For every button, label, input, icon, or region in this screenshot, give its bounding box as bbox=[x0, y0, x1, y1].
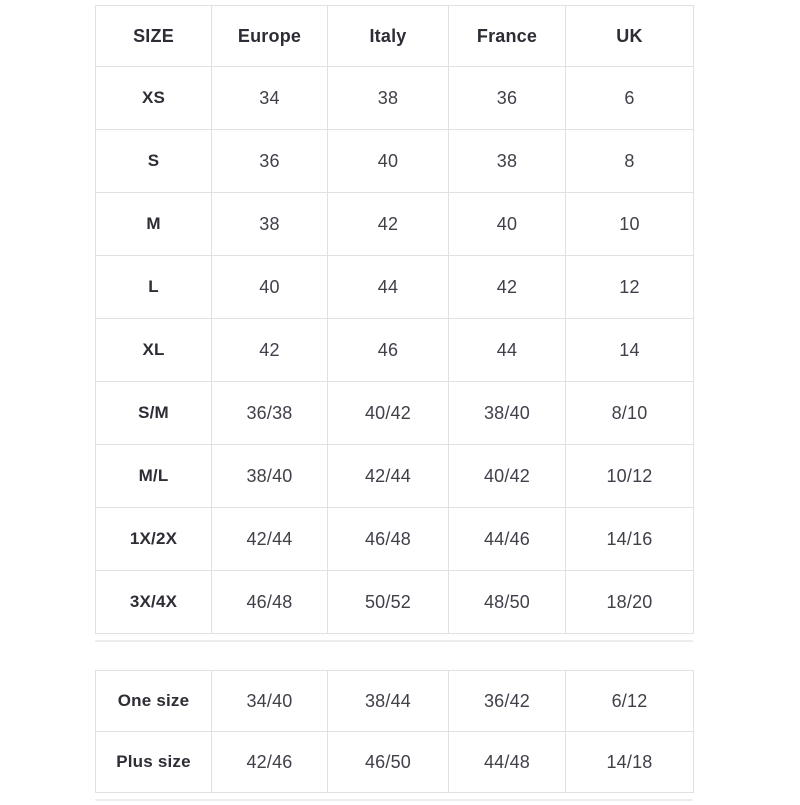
size-cell: 38 bbox=[448, 129, 566, 193]
size-cell: 14/18 bbox=[565, 731, 694, 793]
row-label: XS bbox=[95, 66, 212, 130]
size-cell: 46 bbox=[327, 318, 449, 382]
size-cell: 6/12 bbox=[565, 670, 694, 732]
table-row: S 36 40 38 8 bbox=[95, 129, 694, 193]
row-label: M/L bbox=[95, 444, 212, 508]
row-label: Plus size bbox=[95, 731, 212, 793]
size-cell: 36/42 bbox=[448, 670, 566, 732]
size-cell: 40 bbox=[448, 192, 566, 256]
row-label: XL bbox=[95, 318, 212, 382]
size-cell: 38/40 bbox=[211, 444, 328, 508]
size-cell: 10/12 bbox=[565, 444, 694, 508]
size-cell: 46/48 bbox=[211, 570, 328, 634]
size-cell: 18/20 bbox=[565, 570, 694, 634]
row-label: M bbox=[95, 192, 212, 256]
table-row: M/L 38/40 42/44 40/42 10/12 bbox=[95, 444, 694, 508]
size-cell: 40/42 bbox=[448, 444, 566, 508]
table-row: Plus size 42/46 46/50 44/48 14/18 bbox=[95, 731, 694, 793]
size-cell: 36 bbox=[448, 66, 566, 130]
row-label: S bbox=[95, 129, 212, 193]
size-cell: 48/50 bbox=[448, 570, 566, 634]
size-cell: 34 bbox=[211, 66, 328, 130]
table-row: XS 34 38 36 6 bbox=[95, 66, 694, 130]
header-cell-france: France bbox=[448, 5, 566, 67]
table-row: L 40 44 42 12 bbox=[95, 255, 694, 319]
size-cell: 44/46 bbox=[448, 507, 566, 571]
size-cell: 50/52 bbox=[327, 570, 449, 634]
header-cell-italy: Italy bbox=[327, 5, 449, 67]
size-cell: 42/44 bbox=[327, 444, 449, 508]
row-label: One size bbox=[95, 670, 212, 732]
size-cell: 36/38 bbox=[211, 381, 328, 445]
size-cell: 42/44 bbox=[211, 507, 328, 571]
row-label: S/M bbox=[95, 381, 212, 445]
size-chart: SIZE Europe Italy France UK XS 34 38 36 6 S 36… bbox=[95, 5, 694, 801]
size-cell: 6 bbox=[565, 66, 694, 130]
table-row: 1X/2X 42/44 46/48 44/46 14/16 bbox=[95, 507, 694, 571]
size-cell: 46/50 bbox=[327, 731, 449, 793]
size-cell: 44/48 bbox=[448, 731, 566, 793]
table-row: M 38 42 40 10 bbox=[95, 192, 694, 256]
row-label: 1X/2X bbox=[95, 507, 212, 571]
size-cell: 46/48 bbox=[327, 507, 449, 571]
special-sizes-table: One size 34/40 38/44 36/42 6/12 Plus size 42/4… bbox=[95, 670, 694, 793]
size-cell: 44 bbox=[448, 318, 566, 382]
header-row: SIZE Europe Italy France UK bbox=[95, 5, 694, 67]
size-cell: 44 bbox=[327, 255, 449, 319]
table-row: One size 34/40 38/44 36/42 6/12 bbox=[95, 670, 694, 732]
size-cell: 36 bbox=[211, 129, 328, 193]
table-row: S/M 36/38 40/42 38/40 8/10 bbox=[95, 381, 694, 445]
size-conversion-table: SIZE Europe Italy France UK XS 34 38 36 6 S 36… bbox=[95, 5, 694, 634]
size-cell: 40 bbox=[211, 255, 328, 319]
size-cell: 40 bbox=[327, 129, 449, 193]
size-cell: 42 bbox=[448, 255, 566, 319]
size-cell: 8 bbox=[565, 129, 694, 193]
size-cell: 42/46 bbox=[211, 731, 328, 793]
header-cell-uk: UK bbox=[565, 5, 694, 67]
size-cell: 34/40 bbox=[211, 670, 328, 732]
size-cell: 12 bbox=[565, 255, 694, 319]
size-cell: 38 bbox=[211, 192, 328, 256]
size-cell: 38/44 bbox=[327, 670, 449, 732]
size-cell: 10 bbox=[565, 192, 694, 256]
table-row: XL 42 46 44 14 bbox=[95, 318, 694, 382]
special-table-body: One size 34/40 38/44 36/42 6/12 Plus size 42/4… bbox=[95, 670, 694, 793]
size-table-body: XS 34 38 36 6 S 36 40 38 8 M 38 42 40 10 L 40 44 42 12 XL 42 4… bbox=[95, 66, 694, 634]
header-cell-size: SIZE bbox=[95, 5, 212, 67]
size-cell: 40/42 bbox=[327, 381, 449, 445]
table-shadow bbox=[95, 640, 693, 642]
size-cell: 42 bbox=[211, 318, 328, 382]
header-cell-europe: Europe bbox=[211, 5, 328, 67]
size-cell: 38 bbox=[327, 66, 449, 130]
size-cell: 14/16 bbox=[565, 507, 694, 571]
size-cell: 8/10 bbox=[565, 381, 694, 445]
row-label: 3X/4X bbox=[95, 570, 212, 634]
table-row: 3X/4X 46/48 50/52 48/50 18/20 bbox=[95, 570, 694, 634]
size-cell: 38/40 bbox=[448, 381, 566, 445]
size-cell: 42 bbox=[327, 192, 449, 256]
table-shadow bbox=[95, 799, 693, 801]
row-label: L bbox=[95, 255, 212, 319]
size-cell: 14 bbox=[565, 318, 694, 382]
